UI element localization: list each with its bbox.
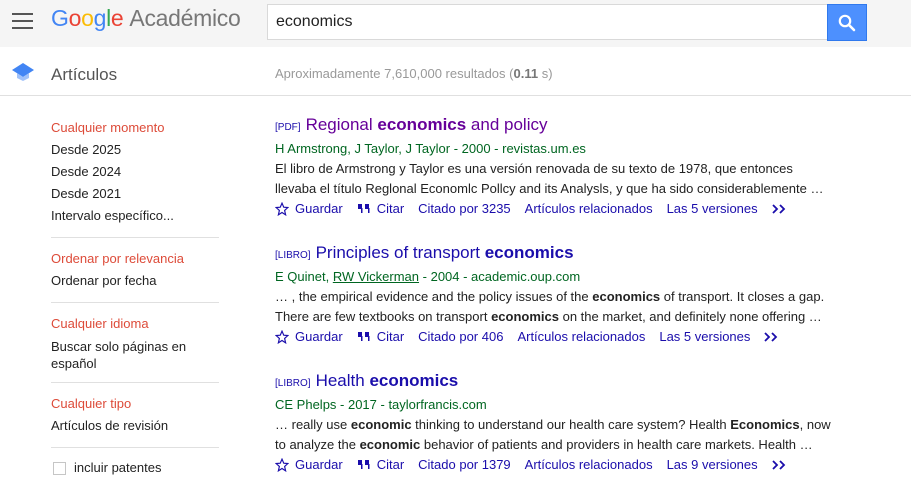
filter-since-2024[interactable]: Desde 2024 [51,164,122,179]
versions-link[interactable]: Las 5 versiones [666,201,758,216]
language-group: Cualquier idioma Buscar solo páginas en … [51,313,219,383]
filter-sidebar: Cualquier momento Desde 2025 Desde 2024 … [51,117,219,478]
more-options-icon[interactable] [772,204,788,214]
result-actions: Guardar Citar Citado por 406 Artículos r… [275,326,845,348]
result-title-link[interactable]: [PDF] Regional economics and policy [275,115,548,134]
snippet-line: … really use economic thinking to unders… [275,417,831,432]
top-bar: Google Académico [0,0,911,47]
include-patents-option[interactable]: incluir patentes [51,458,219,478]
result-item: [LIBRO] Principles of transport economics… [275,242,845,348]
result-snippet: El libro de Armstrong y Taylor es una ve… [275,159,845,198]
sort-group: Ordenar por relevancia Ordenar por fecha [51,248,219,303]
cited-by-link[interactable]: Citado por 3235 [418,201,511,216]
result-type-badge: [LIBRO] [275,250,311,261]
result-authors: E Quinet, RW Vickerman - 2004 - academic… [275,269,581,284]
star-icon [275,330,289,344]
result-authors: CE Phelps - 2017 - taylorfrancis.com [275,397,487,412]
time-filter-group: Cualquier momento Desde 2025 Desde 2024 … [51,117,219,238]
result-count: Aproximadamente 7,610,000 resultados (0.… [275,66,553,81]
section-title: Artículos [51,65,118,84]
versions-link[interactable]: Las 5 versiones [659,329,751,344]
star-icon [275,458,289,472]
star-icon [275,202,289,216]
result-title-link[interactable]: [LIBRO] Principles of transport economics [275,243,574,262]
result-actions: Guardar Citar Citado por 3235 Artículos … [275,198,845,220]
filter-custom-range[interactable]: Intervalo específico... [51,208,174,223]
related-articles-link[interactable]: Artículos relacionados [517,329,646,344]
result-type-badge: [LIBRO] [275,378,311,389]
related-articles-link[interactable]: Artículos relacionados [524,201,653,216]
result-snippet: … really use economic thinking to unders… [275,415,845,454]
cite-button[interactable]: Citar [357,198,404,220]
snippet-line: to analyze the economic behavior of pati… [275,436,813,452]
cite-button[interactable]: Citar [357,454,404,476]
quote-icon [357,331,371,343]
filter-spanish-only[interactable]: Buscar solo páginas en español [51,339,187,371]
cited-by-link[interactable]: Citado por 406 [418,329,504,344]
results-list: [PDF] Regional economics and policy H Arm… [275,114,845,498]
filter-since-2021[interactable]: Desde 2021 [51,186,122,201]
result-item: [LIBRO] Health economics CE Phelps - 2017… [275,370,845,476]
filter-since-2025[interactable]: Desde 2025 [51,142,122,157]
save-button[interactable]: Guardar [275,454,343,476]
cited-by-link[interactable]: Citado por 1379 [418,457,511,472]
quote-icon [357,459,371,471]
sort-by-date[interactable]: Ordenar por fecha [51,273,157,288]
graduation-cap-icon [12,63,34,81]
snippet-line: … , the empirical evidence and the polic… [275,289,825,304]
snippet-line: There are few textbooks on transport eco… [275,308,822,324]
more-options-icon[interactable] [772,460,788,470]
result-snippet: … , the empirical evidence and the polic… [275,287,845,326]
quote-icon [357,203,371,215]
more-options-icon[interactable] [764,332,780,342]
snippet-line: El libro de Armstrong y Taylor es una ve… [275,161,793,176]
search-icon [838,14,856,32]
result-type-badge: [PDF] [275,122,301,133]
sort-by-relevance[interactable]: Ordenar por relevancia [51,251,184,266]
snippet-line: llevaba el título Reglonal Economlc Poll… [275,180,824,196]
menu-icon[interactable] [12,13,33,29]
search-button[interactable] [827,4,867,41]
filter-any-type[interactable]: Cualquier tipo [51,396,132,411]
filter-any-language[interactable]: Cualquier idioma [51,316,149,331]
results-subheader: Artículos Aproximadamente 7,610,000 resu… [0,47,911,96]
result-authors: H Armstrong, J Taylor, J Taylor - 2000 -… [275,141,586,156]
result-title-link[interactable]: [LIBRO] Health economics [275,371,459,390]
save-button[interactable]: Guardar [275,326,343,348]
cite-button[interactable]: Citar [357,326,404,348]
search-box [267,4,827,40]
google-scholar-logo[interactable]: Google Académico [51,5,241,31]
result-item: [PDF] Regional economics and policy H Arm… [275,114,845,220]
result-actions: Guardar Citar Citado por 1379 Artículos … [275,454,845,476]
versions-link[interactable]: Las 9 versiones [666,457,758,472]
filter-review-articles[interactable]: Artículos de revisión [51,418,169,433]
filter-any-time[interactable]: Cualquier momento [51,120,165,135]
author-link[interactable]: RW Vickerman [332,269,420,284]
search-input[interactable] [276,13,806,31]
related-articles-link[interactable]: Artículos relacionados [524,457,653,472]
type-group: Cualquier tipo Artículos de revisión [51,393,219,448]
include-patents-checkbox[interactable] [53,461,66,475]
save-button[interactable]: Guardar [275,198,343,220]
